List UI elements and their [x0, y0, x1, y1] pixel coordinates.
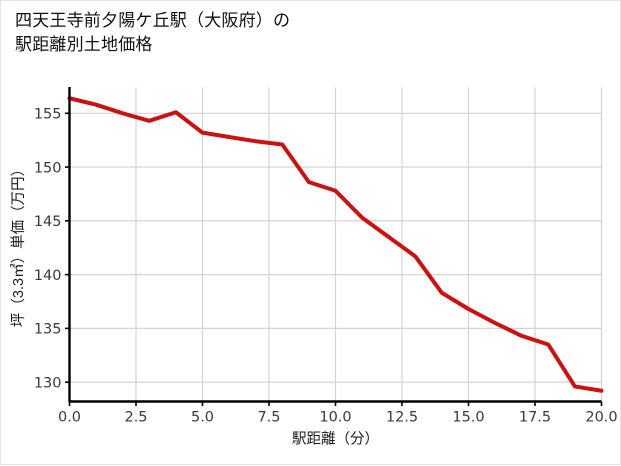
x-tick-label: 15.0 — [452, 410, 484, 426]
data-series-layer — [67, 96, 604, 393]
y-tick-label: 140 — [34, 268, 62, 284]
y-axis-tick-labels: 130 135 140 145 150 155 — [34, 107, 62, 392]
page-title: 四天王寺前夕陽ケ丘駅（大阪府）の 駅距離別土地価格 — [15, 11, 291, 55]
x-tick-label: 12.5 — [386, 410, 418, 426]
y-tick-label: 130 — [34, 375, 62, 391]
y-tick-label: 145 — [34, 214, 62, 230]
y-tick-label: 150 — [34, 160, 62, 176]
x-tick-label: 20.0 — [585, 410, 617, 426]
grid-lines — [69, 87, 603, 402]
y-axis-title: 坪（3.3㎡）単価（万円） — [10, 162, 27, 327]
y-tick-label: 135 — [34, 322, 62, 338]
x-axis-tick-labels: 0.0 2.5 5.0 7.5 10.0 12.5 15.0 17.5 20.0 — [58, 410, 618, 426]
tick-marks — [65, 112, 603, 406]
x-tick-label: 10.0 — [319, 410, 351, 426]
x-tick-label: 0.0 — [58, 410, 81, 426]
x-tick-label: 7.5 — [257, 410, 280, 426]
x-axis-title: 駅距離（分） — [292, 431, 379, 448]
x-tick-label: 5.0 — [191, 410, 214, 426]
y-tick-label: 155 — [34, 107, 62, 123]
x-tick-label: 17.5 — [519, 410, 551, 426]
x-tick-label: 2.5 — [124, 410, 147, 426]
